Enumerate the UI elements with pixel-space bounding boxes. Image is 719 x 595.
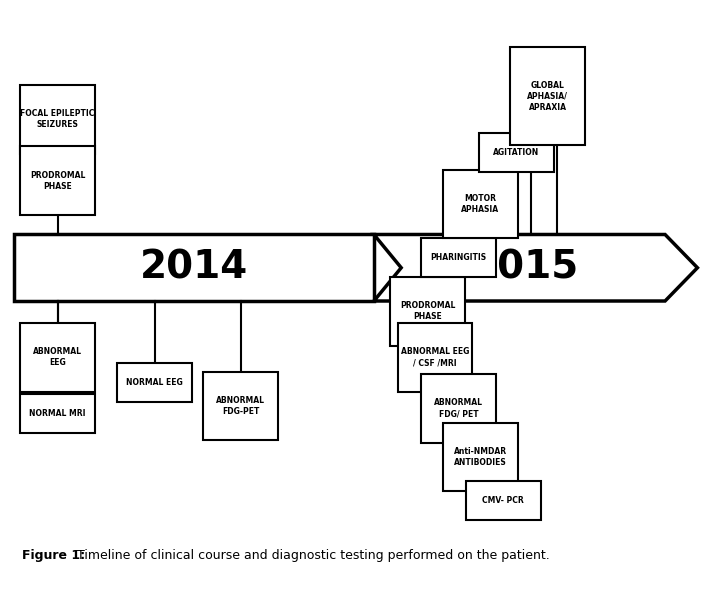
FancyBboxPatch shape — [203, 372, 278, 440]
FancyBboxPatch shape — [20, 394, 95, 433]
Text: ABNORMAL
FDG/ PET: ABNORMAL FDG/ PET — [434, 399, 483, 418]
FancyBboxPatch shape — [20, 323, 95, 392]
FancyBboxPatch shape — [14, 234, 374, 301]
FancyBboxPatch shape — [398, 323, 472, 392]
Text: Anti-NMDAR
ANTIBODIES: Anti-NMDAR ANTIBODIES — [454, 447, 507, 467]
Text: 2015: 2015 — [471, 249, 579, 287]
FancyBboxPatch shape — [510, 47, 585, 145]
FancyBboxPatch shape — [20, 85, 95, 154]
Text: ABNORMAL
EEG: ABNORMAL EEG — [33, 347, 82, 367]
FancyBboxPatch shape — [117, 364, 192, 402]
FancyBboxPatch shape — [421, 374, 496, 443]
Text: FOCAL EPILEPTIC
SEIZURES: FOCAL EPILEPTIC SEIZURES — [20, 109, 95, 129]
FancyBboxPatch shape — [20, 146, 95, 215]
Text: PHARINGITIS: PHARINGITIS — [431, 253, 487, 262]
Text: CMV- PCR: CMV- PCR — [482, 496, 524, 505]
Text: PRODROMAL
PHASE: PRODROMAL PHASE — [400, 301, 456, 321]
FancyBboxPatch shape — [421, 238, 496, 277]
FancyBboxPatch shape — [390, 277, 465, 346]
Text: Timeline of clinical course and diagnostic testing performed on the patient.: Timeline of clinical course and diagnost… — [73, 549, 550, 562]
Text: AGITATION: AGITATION — [493, 148, 539, 157]
Polygon shape — [374, 234, 697, 301]
Text: MOTOR
APHASIA: MOTOR APHASIA — [461, 194, 500, 214]
FancyBboxPatch shape — [479, 133, 554, 172]
Text: GLOBAL
APHASIA/
APRAXIA: GLOBAL APHASIA/ APRAXIA — [528, 81, 568, 112]
FancyBboxPatch shape — [443, 170, 518, 238]
Text: NORMAL MRI: NORMAL MRI — [29, 409, 86, 418]
FancyBboxPatch shape — [443, 423, 518, 491]
Text: NORMAL EEG: NORMAL EEG — [127, 378, 183, 387]
Text: ABNORMAL EEG
/ CSF /MRI: ABNORMAL EEG / CSF /MRI — [400, 347, 470, 367]
Text: ABNORMAL
FDG-PET: ABNORMAL FDG-PET — [216, 396, 265, 416]
Text: Figure 1:: Figure 1: — [22, 549, 85, 562]
FancyBboxPatch shape — [466, 481, 541, 520]
Text: PRODROMAL
PHASE: PRODROMAL PHASE — [29, 171, 86, 191]
Text: 2014: 2014 — [140, 249, 248, 287]
